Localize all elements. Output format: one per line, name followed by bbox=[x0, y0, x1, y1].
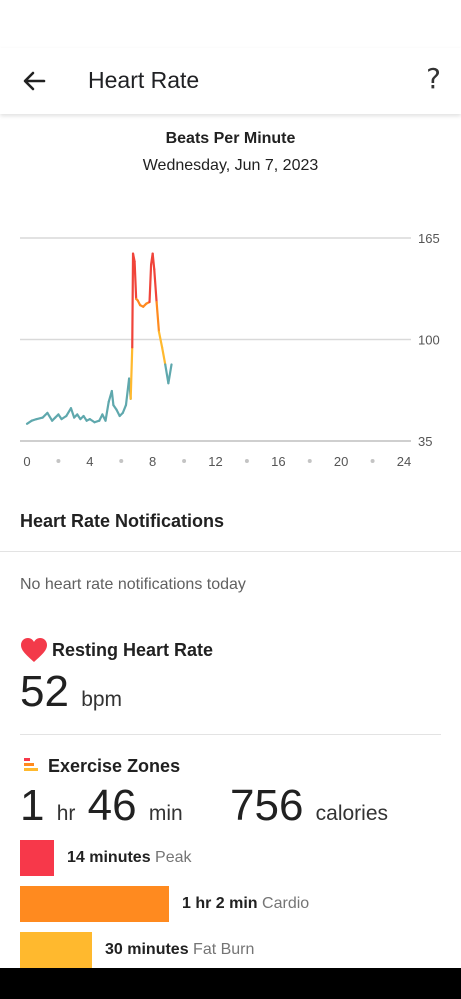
x-tick-dot bbox=[56, 459, 61, 463]
calories-unit: calories bbox=[315, 802, 389, 825]
help-icon[interactable]: ? bbox=[426, 62, 441, 95]
exercise-calories: 756 calories bbox=[230, 784, 388, 828]
resting-bpm-unit: bpm bbox=[81, 688, 123, 711]
chart-title: Beats Per Minute bbox=[165, 130, 296, 147]
exercise-zones-icon bbox=[24, 758, 38, 771]
zone-duration-cardio: 1 hr 2 min bbox=[182, 895, 258, 912]
resting-heart-rate-title: Resting Heart Rate bbox=[52, 640, 214, 660]
heart-rate-line-segment bbox=[104, 400, 110, 422]
resting-heart-rate-value: 52 bpm bbox=[20, 670, 122, 714]
zone-bar-fat-burn bbox=[20, 932, 92, 968]
heart-rate-line-segment bbox=[151, 252, 156, 271]
heart-rate-line-segment bbox=[160, 346, 167, 366]
notifications-empty-text: No heart rate notifications today bbox=[20, 576, 246, 593]
x-tick-dot bbox=[182, 459, 187, 463]
zone-name-fat-burn: Fat Burn bbox=[193, 941, 255, 958]
heart-rate-line-segment bbox=[121, 403, 128, 414]
heart-rate-line-segment bbox=[148, 263, 153, 304]
x-tick-dot bbox=[119, 459, 124, 463]
exercise-hours: 1 bbox=[20, 781, 45, 830]
x-tick-label: 16 bbox=[271, 454, 285, 469]
exercise-minutes: 46 bbox=[87, 781, 137, 830]
heart-rate-line-segment bbox=[110, 389, 115, 407]
y-tick-label: 165 bbox=[418, 231, 440, 246]
calories-value: 756 bbox=[230, 781, 304, 830]
x-tick-label: 24 bbox=[397, 454, 411, 469]
x-tick-label: 12 bbox=[208, 454, 222, 469]
exercise-minutes-unit: min bbox=[148, 802, 183, 825]
heart-rate-line-segment bbox=[131, 252, 135, 349]
x-tick-label: 4 bbox=[86, 454, 93, 469]
app-bar: Heart Rate ? bbox=[0, 48, 461, 114]
resting-divider bbox=[20, 734, 441, 735]
heart-rate-line-segment bbox=[133, 260, 138, 301]
x-tick-label: 0 bbox=[23, 454, 30, 469]
exercise-zones-title: Exercise Zones bbox=[48, 756, 181, 776]
zone-row-cardio: 1 hr 2 min Cardio bbox=[182, 895, 309, 913]
heart-rate-line-segment bbox=[131, 252, 136, 263]
zone-bar-peak bbox=[20, 840, 54, 876]
x-tick-dot bbox=[244, 459, 249, 463]
heart-rate-line-segment bbox=[157, 330, 164, 349]
x-tick-label: 20 bbox=[334, 454, 348, 469]
heart-rate-line-segment bbox=[167, 363, 173, 385]
notifications-divider bbox=[0, 551, 461, 552]
zone-name-cardio: Cardio bbox=[262, 895, 310, 912]
exercise-duration: 1 hr 46 min bbox=[20, 784, 183, 828]
zone-duration-peak: 14 minutes bbox=[67, 849, 151, 866]
chart-date: Wednesday, Jun 7, 2023 bbox=[142, 157, 319, 174]
zone-duration-fat-burn: 30 minutes bbox=[105, 941, 189, 958]
heart-rate-line-segment bbox=[115, 408, 121, 418]
status-bar bbox=[0, 0, 461, 48]
x-tick-label: 8 bbox=[149, 454, 156, 469]
system-navigation-bar bbox=[0, 968, 461, 999]
zone-row-fat-burn: 30 minutes Fat Burn bbox=[105, 941, 254, 959]
zone-name-peak: Peak bbox=[155, 849, 192, 866]
exercise-hours-unit: hr bbox=[56, 802, 76, 825]
x-tick-dot bbox=[307, 459, 312, 463]
heart-rate-line-segment bbox=[129, 346, 134, 400]
page-title: Heart Rate bbox=[88, 67, 200, 93]
zone-bar-cardio bbox=[20, 886, 169, 922]
heart-rate-chart[interactable]: 35 100 165 0 4 8 12 16 20 24 bbox=[0, 220, 461, 475]
resting-bpm-number: 52 bbox=[20, 667, 69, 716]
heart-rate-line-segment bbox=[155, 300, 161, 333]
heart-rate-line-segment bbox=[69, 407, 76, 419]
y-tick-label: 100 bbox=[418, 333, 440, 348]
notifications-title: Heart Rate Notifications bbox=[20, 511, 225, 531]
x-tick-dot bbox=[370, 459, 375, 463]
back-arrow-icon[interactable] bbox=[18, 66, 50, 96]
heart-icon bbox=[21, 638, 47, 662]
heart-rate-line-segment bbox=[153, 268, 158, 304]
zone-row-peak: 14 minutes Peak bbox=[67, 849, 192, 867]
heart-rate-line-segment bbox=[65, 407, 73, 418]
heart-rate-line-segment bbox=[46, 411, 54, 422]
y-tick-label: 35 bbox=[418, 434, 432, 449]
